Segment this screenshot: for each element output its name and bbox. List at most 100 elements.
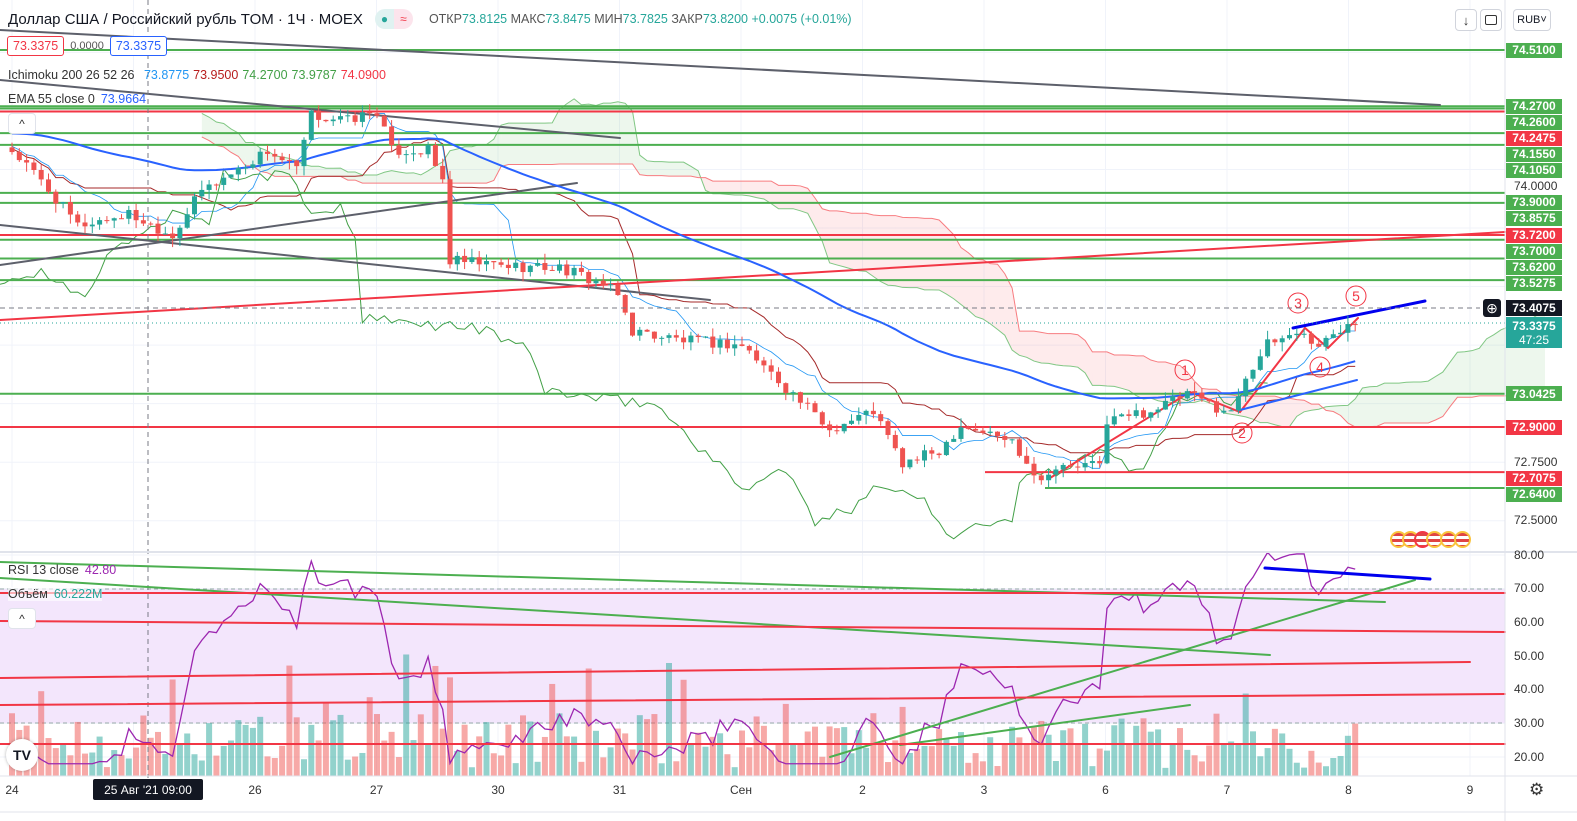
buy-button[interactable]: 73.3375 <box>109 36 168 56</box>
trend-line[interactable] <box>0 79 621 139</box>
candle <box>557 264 562 271</box>
cloud-segment <box>1311 404 1319 411</box>
tradingview-logo[interactable]: TV <box>6 739 38 771</box>
trend-line[interactable] <box>0 29 1441 106</box>
sell-button[interactable]: 73.3375 <box>7 36 65 56</box>
rsi-tick-label: 80.00 <box>1514 547 1545 562</box>
rsi-tick-label: 50.00 <box>1514 648 1545 663</box>
download-icon[interactable]: ↓ <box>1455 9 1477 31</box>
volume-bar <box>585 668 592 776</box>
volume-legend[interactable]: Объём 60.222M <box>8 587 103 601</box>
candle <box>67 202 73 215</box>
rsi-level-line[interactable] <box>0 661 1471 679</box>
candle <box>403 154 409 156</box>
volume-bar <box>804 731 811 776</box>
candle <box>1141 410 1146 418</box>
candle <box>1214 401 1219 413</box>
volume-bar <box>1198 761 1205 776</box>
horizontal-levels[interactable] <box>0 49 1505 489</box>
volume-bar <box>257 716 264 776</box>
cloud-segment <box>924 218 932 290</box>
collapse-pane-legend-button[interactable]: ^ <box>8 608 36 629</box>
time-tick-label: 2 <box>859 783 866 797</box>
us-flag-event-icon[interactable] <box>1454 531 1471 548</box>
candle <box>681 337 687 343</box>
candle <box>184 214 190 228</box>
trend-line[interactable] <box>0 561 1386 603</box>
candle <box>995 431 1000 437</box>
volume-bar <box>534 761 541 776</box>
ema-legend[interactable]: EMA 55 close 0 73.9664 <box>8 92 146 106</box>
cloud-segment <box>1055 333 1064 366</box>
volume-value: 60.222M <box>53 587 103 601</box>
rsi-legend[interactable]: RSI 13 close 42.80 <box>8 563 116 577</box>
candle <box>1016 439 1022 456</box>
high-label: МАКС <box>510 12 546 26</box>
symbol-title[interactable]: Доллар США / Российский рубль TOM · 1Ч ·… <box>8 10 363 28</box>
trend-line[interactable] <box>0 577 1271 656</box>
cloud-segment <box>851 213 859 271</box>
price-level-label: 73.9000 <box>1506 194 1562 210</box>
volume-bar <box>147 737 154 776</box>
volume-bar <box>1315 762 1322 776</box>
price-level-label: 74.1550 <box>1506 146 1562 162</box>
rsi-drawings[interactable] <box>0 561 1506 758</box>
volume-bar <box>344 759 351 776</box>
volume-bar <box>644 719 651 776</box>
add-alert-icon[interactable]: ⊕ <box>1483 299 1501 317</box>
candle <box>987 431 993 433</box>
volume-bar <box>1344 735 1351 776</box>
volume-bar <box>877 741 884 776</box>
candle <box>418 153 424 155</box>
cloud-segment <box>1391 383 1399 423</box>
candle <box>790 392 796 394</box>
volume-bar <box>337 714 344 776</box>
rsi-level-line[interactable] <box>0 620 1506 633</box>
candle <box>1184 391 1190 399</box>
trend-line[interactable] <box>829 579 1416 758</box>
gear-icon[interactable]: ⚙ <box>1529 780 1545 799</box>
volume-bar <box>279 745 286 776</box>
volume-bar <box>965 762 972 776</box>
volume-bar <box>118 755 125 776</box>
currency-dropdown[interactable]: RUB ˅ <box>1513 9 1551 31</box>
cloud-segment <box>552 109 560 165</box>
wave-label-circle <box>1174 359 1196 381</box>
cloud-segment <box>1128 355 1137 396</box>
volume-bar <box>447 677 453 776</box>
volume-bar <box>249 727 256 776</box>
candle <box>140 220 146 224</box>
ichimoku-legend[interactable]: Ichimoku 200 26 52 26 73.8775 73.9500 74.2… <box>8 68 386 82</box>
collapse-legend-button[interactable]: ^ <box>8 113 36 134</box>
candle <box>1024 455 1030 464</box>
crosshair-time-label: 25 Авг '21 09:00 <box>93 779 203 800</box>
price-tick-label: 72.5000 <box>1514 513 1558 528</box>
status-pill[interactable]: ● ≈ <box>374 9 413 29</box>
volume-bar <box>264 756 271 776</box>
trend-line[interactable] <box>1263 566 1432 581</box>
trend-line[interactable] <box>0 224 711 301</box>
volume-bar <box>666 663 672 776</box>
cloud-segment <box>537 123 545 165</box>
candle <box>688 335 694 343</box>
candle <box>104 220 110 222</box>
rsi-level-line[interactable] <box>0 693 1506 706</box>
trend-line[interactable] <box>1239 379 1358 411</box>
candle <box>301 139 307 167</box>
volume-bar <box>1133 725 1140 776</box>
rsi-tick-label: 60.00 <box>1514 614 1545 629</box>
volume-bar <box>979 761 986 776</box>
trend-line[interactable] <box>899 704 1191 746</box>
trend-line[interactable] <box>1291 299 1427 330</box>
candle <box>1294 333 1300 336</box>
volume-bar <box>1184 749 1191 776</box>
cloud-segment <box>946 227 954 299</box>
volume-bar <box>468 767 475 776</box>
trend-line[interactable] <box>0 182 578 266</box>
fullscreen-icon[interactable] <box>1480 9 1502 31</box>
candle <box>359 112 365 122</box>
trend-line[interactable] <box>0 231 1506 321</box>
volume-bar <box>425 744 432 776</box>
candle <box>819 412 825 425</box>
